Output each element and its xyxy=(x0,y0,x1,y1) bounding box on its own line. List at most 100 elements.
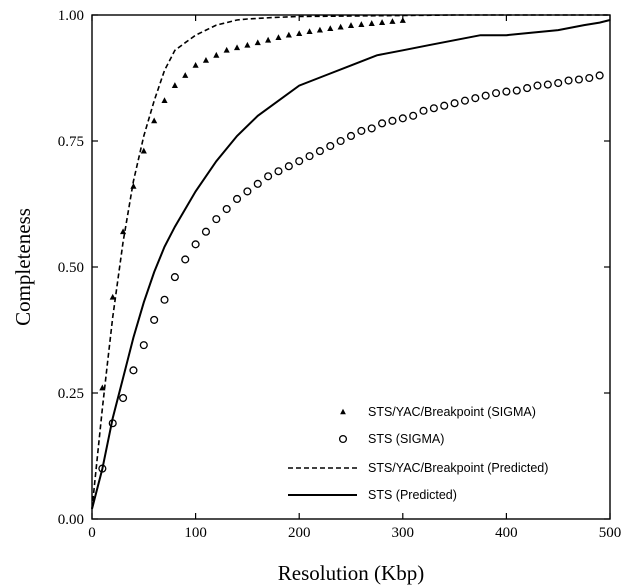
circle-point xyxy=(543,80,552,89)
circle-point xyxy=(232,194,242,204)
triangle-point xyxy=(244,41,251,48)
triangle-point xyxy=(296,30,303,37)
y-tick-label: 0.75 xyxy=(58,134,84,150)
circle-point xyxy=(181,255,190,264)
y-tick-label: 0.50 xyxy=(58,260,84,276)
triangle-point xyxy=(223,46,230,53)
legend-item-3: STS (Predicted) xyxy=(288,488,457,502)
triangle-point xyxy=(358,21,365,27)
legend-item-0: STS/YAC/Breakpoint (SIGMA) xyxy=(340,405,536,419)
series-layer xyxy=(91,14,611,510)
circle-point xyxy=(326,141,335,151)
legend-label: STS (Predicted) xyxy=(368,488,457,502)
circle-point xyxy=(419,106,428,115)
circle-point xyxy=(491,89,501,98)
triangle-point xyxy=(347,22,355,28)
series-2 xyxy=(91,14,610,509)
axis-ticks: 0 100 200 300 400 500 0.00 0.25 0.50 0.75 1.00 xyxy=(58,8,622,541)
circle-point xyxy=(129,366,138,375)
triangle-point xyxy=(151,117,158,124)
dashed-series-line xyxy=(91,14,610,509)
circle-point xyxy=(595,71,604,80)
triangle-point xyxy=(337,23,344,30)
triangle-point xyxy=(327,25,334,31)
circle-point xyxy=(274,167,283,176)
circle-point xyxy=(450,99,459,108)
circle-point xyxy=(429,104,438,113)
circle-point xyxy=(388,116,397,125)
circle-point xyxy=(201,227,211,236)
circle-point xyxy=(150,315,159,324)
x-tick-label: 100 xyxy=(184,525,207,541)
legend-circle-marker xyxy=(338,434,348,444)
circle-point xyxy=(554,78,563,88)
circle-point xyxy=(398,114,407,123)
circle-point xyxy=(243,187,252,196)
circle-point xyxy=(253,179,262,188)
circle-point xyxy=(523,84,532,93)
circle-point xyxy=(160,295,169,304)
y-tick-label: 1.00 xyxy=(58,8,84,24)
legend-item-2: STS/YAC/Breakpoint (Predicted) xyxy=(288,461,548,475)
circle-point xyxy=(191,240,200,249)
circle-point xyxy=(378,119,387,128)
circle-point xyxy=(409,111,418,120)
circle-point xyxy=(533,81,542,90)
circle-point xyxy=(460,96,470,105)
circle-point xyxy=(119,393,128,403)
triangle-point xyxy=(306,28,313,35)
circle-point xyxy=(564,76,573,85)
legend-label: STS/YAC/Breakpoint (Predicted) xyxy=(368,461,548,475)
triangle-point xyxy=(161,97,168,104)
legend-label: STS/YAC/Breakpoint (SIGMA) xyxy=(368,405,536,419)
x-tick-label: 400 xyxy=(495,525,518,541)
circle-point xyxy=(284,162,293,171)
circle-point xyxy=(367,124,376,133)
x-tick-label: 300 xyxy=(392,525,415,541)
triangle-point xyxy=(171,82,178,88)
circle-point xyxy=(512,86,521,95)
circle-point xyxy=(502,87,511,96)
y-tick-label: 0.25 xyxy=(58,386,84,402)
circle-point xyxy=(222,204,231,214)
triangle-point xyxy=(399,17,406,23)
series-1 xyxy=(98,71,604,473)
triangle-point xyxy=(130,182,137,189)
triangle-point xyxy=(368,20,375,26)
legend: STS/YAC/Breakpoint (SIGMA) STS (SIGMA) STS… xyxy=(288,405,548,502)
legend-item-1: STS (SIGMA) xyxy=(338,432,444,446)
y-axis-title: Completeness xyxy=(11,208,35,326)
circle-point xyxy=(574,75,583,84)
triangle-point xyxy=(389,18,396,24)
solid-series-line xyxy=(91,19,611,510)
circle-point xyxy=(212,215,221,224)
circle-point xyxy=(585,73,594,83)
triangle-point xyxy=(213,51,220,58)
triangle-point xyxy=(202,56,210,63)
circle-point xyxy=(170,273,179,282)
triangle-point xyxy=(192,62,199,68)
triangle-point xyxy=(316,26,323,33)
circle-point xyxy=(357,126,366,135)
triangle-point xyxy=(265,36,272,43)
circle-point xyxy=(264,172,273,181)
circle-point xyxy=(346,131,356,141)
circle-point xyxy=(481,91,490,100)
circle-point xyxy=(139,341,148,350)
circle-point xyxy=(295,157,304,166)
circle-point xyxy=(315,147,324,156)
circle-point xyxy=(336,136,345,146)
triangle-point xyxy=(109,293,116,300)
x-tick-label: 0 xyxy=(88,525,96,541)
triangle-point xyxy=(285,31,292,38)
circle-point xyxy=(471,94,480,103)
legend-label: STS (SIGMA) xyxy=(368,432,444,446)
triangle-point xyxy=(182,72,189,78)
triangle-point xyxy=(233,44,241,51)
x-axis-title: Resolution (Kbp) xyxy=(278,561,424,585)
x-tick-label: 500 xyxy=(599,525,622,541)
circle-point xyxy=(440,101,449,110)
legend-triangle-marker xyxy=(340,408,346,415)
x-tick-label: 200 xyxy=(288,525,311,541)
triangle-point xyxy=(379,19,386,25)
